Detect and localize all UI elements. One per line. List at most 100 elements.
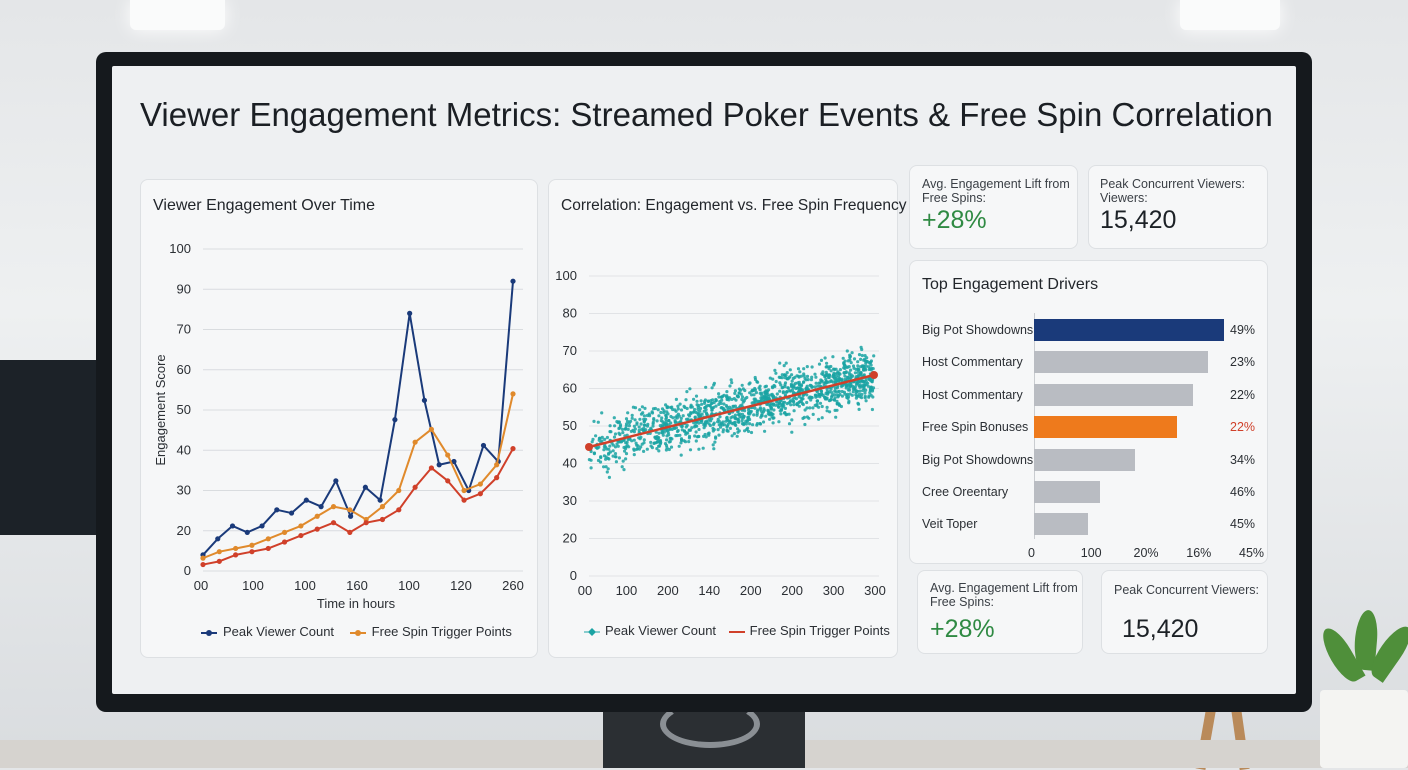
scatter-point bbox=[638, 408, 642, 412]
scatter-point bbox=[835, 386, 839, 390]
scatter-point bbox=[670, 405, 674, 409]
scatter-point bbox=[774, 371, 778, 375]
kpi-value: 15,420 bbox=[1122, 615, 1199, 643]
scatter-point bbox=[679, 441, 683, 445]
scatter-point bbox=[600, 411, 604, 415]
scatter-point bbox=[632, 447, 636, 451]
scatter-point bbox=[692, 397, 696, 401]
scatter-point bbox=[795, 402, 799, 406]
scatter-point bbox=[685, 423, 689, 427]
ceiling-light bbox=[130, 0, 225, 30]
scatter-point bbox=[752, 413, 756, 417]
scatter-point bbox=[634, 441, 638, 445]
scatter-point bbox=[645, 447, 649, 451]
scatter-point bbox=[792, 403, 796, 407]
kpi-value: +28% bbox=[930, 615, 995, 643]
scatter-point bbox=[779, 408, 784, 412]
scatter-point bbox=[748, 381, 752, 385]
scatter-point bbox=[860, 353, 864, 358]
scatter-point bbox=[786, 377, 790, 381]
scatter-point bbox=[712, 383, 716, 387]
scatter-point bbox=[607, 475, 611, 479]
scatter-point bbox=[703, 422, 707, 426]
scatter-point bbox=[857, 368, 861, 372]
driver-pct: 22% bbox=[1230, 387, 1256, 402]
scatter-point bbox=[642, 414, 646, 418]
scatter-point bbox=[790, 383, 794, 388]
scatter-point bbox=[622, 468, 626, 472]
scatter-point bbox=[664, 403, 668, 407]
scatter-point bbox=[697, 434, 701, 439]
scatter-point bbox=[760, 391, 764, 395]
scatter-point bbox=[729, 378, 733, 382]
scatter-point bbox=[747, 415, 751, 419]
scatter-point bbox=[810, 365, 814, 369]
scatter-point bbox=[620, 465, 624, 469]
scatter-point bbox=[828, 410, 832, 414]
scatter-point bbox=[599, 456, 603, 460]
scatter-point bbox=[730, 434, 734, 438]
scatter-point bbox=[640, 405, 644, 409]
scatter-point bbox=[712, 421, 716, 425]
scatter-point bbox=[666, 412, 670, 416]
legend-label-peak-viewer: Peak Viewer Count bbox=[223, 624, 335, 639]
scatter-point bbox=[810, 385, 814, 389]
scatter-point bbox=[670, 427, 674, 431]
data-point bbox=[347, 529, 353, 535]
scatter-point bbox=[709, 401, 713, 406]
scatter-point bbox=[674, 415, 678, 419]
scatter-point bbox=[696, 405, 700, 409]
scatter-point bbox=[860, 385, 864, 389]
scatter-point bbox=[720, 398, 724, 402]
scatter-chart-card: Correlation: Engagement vs. Free Spin Fr… bbox=[548, 179, 906, 658]
scatter-point bbox=[717, 392, 721, 396]
scatter-point bbox=[728, 426, 732, 430]
scatter-point bbox=[624, 446, 628, 451]
scatter-point bbox=[755, 411, 759, 416]
scatter-point bbox=[694, 430, 698, 434]
scatter-point bbox=[795, 374, 799, 378]
scatter-point bbox=[657, 444, 662, 448]
data-point bbox=[421, 397, 428, 403]
trend-line bbox=[588, 373, 875, 449]
scatter-point bbox=[631, 428, 635, 432]
scatter-point bbox=[676, 407, 680, 411]
kpi-card-engagement-lift-bottom: Avg. Engagement Lift from Free Spins: +2… bbox=[917, 570, 1083, 654]
scatter-point bbox=[777, 375, 781, 379]
scatter-point bbox=[711, 426, 715, 430]
scatter-point bbox=[725, 417, 729, 421]
driver-label: Veit Toper bbox=[922, 517, 978, 532]
scatter-point bbox=[704, 385, 708, 389]
scatter-point bbox=[832, 393, 836, 397]
scatter-point bbox=[759, 396, 763, 400]
scatter-point bbox=[787, 412, 791, 416]
scatter-point bbox=[788, 368, 792, 372]
scatter-point bbox=[843, 366, 847, 370]
scatter-point bbox=[817, 381, 821, 385]
y-tick-label: 70 bbox=[177, 322, 191, 337]
data-point bbox=[477, 491, 483, 497]
scatter-point bbox=[744, 422, 748, 426]
scatter-point bbox=[658, 439, 663, 443]
data-point bbox=[303, 497, 309, 503]
y-tick-label: 0 bbox=[570, 568, 577, 583]
scatter-point bbox=[716, 420, 720, 424]
scatter-point bbox=[638, 417, 642, 421]
scatter-point bbox=[690, 426, 694, 430]
scatter-point bbox=[847, 365, 851, 369]
scatter-point bbox=[815, 399, 820, 403]
scatter-point bbox=[629, 419, 633, 423]
scatter-point bbox=[752, 388, 756, 392]
scatter-point bbox=[759, 399, 763, 403]
scatter-point bbox=[829, 397, 833, 401]
scatter-point bbox=[596, 420, 600, 424]
scatter-point bbox=[825, 361, 829, 365]
scatter-point bbox=[870, 407, 874, 412]
scatter-point bbox=[830, 391, 834, 395]
data-point bbox=[233, 545, 239, 552]
scatter-point bbox=[613, 424, 617, 428]
scatter-point bbox=[591, 437, 595, 441]
scatter-point bbox=[785, 371, 789, 375]
driver-label: Free Spin Bonuses bbox=[922, 420, 1029, 435]
data-point bbox=[265, 536, 271, 542]
